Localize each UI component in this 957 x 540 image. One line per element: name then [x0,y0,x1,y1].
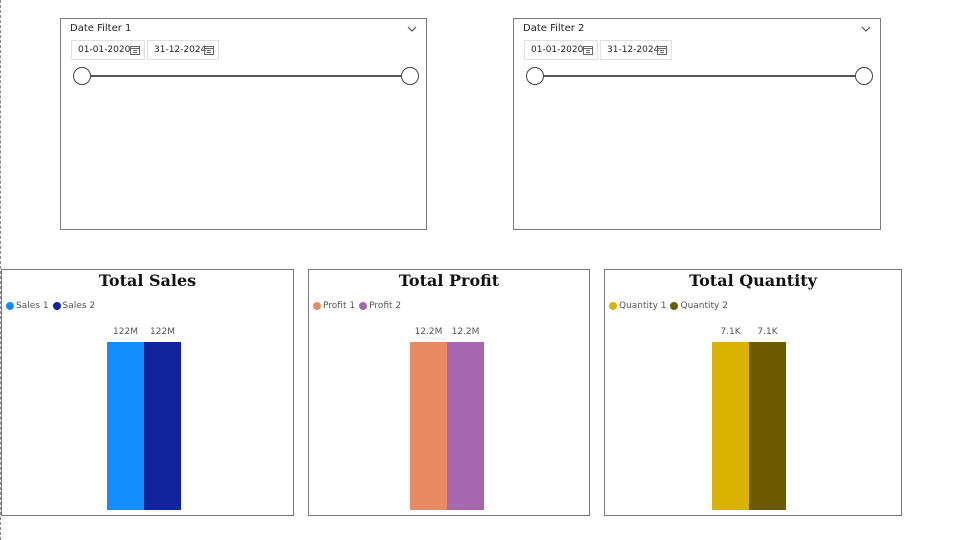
legend-dot-icon [670,302,679,310]
date-filter-2-slicer: Date Filter 2 01-01-2020 31-12-2024 [513,18,881,230]
chart-legend: Sales 1 Sales 2 [6,301,99,311]
calendar-icon[interactable] [583,45,593,55]
legend-label: Sales 1 [16,301,49,311]
data-label: 122M [113,327,138,337]
legend-label: Profit 1 [323,301,356,311]
legend-label: Sales 2 [62,301,96,311]
calendar-icon[interactable] [657,45,667,55]
range-slider-start-handle[interactable] [73,67,91,85]
legend-item-series-2[interactable]: Profit 2 [359,301,401,311]
bar-2[interactable] [144,342,181,510]
slicer-title: Date Filter 2 [523,23,585,34]
end-date-value: 31-12-2024 [154,45,207,55]
range-slider-start-handle[interactable] [526,67,544,85]
legend-label: Quantity 1 [619,301,667,311]
total-profit-chart[interactable]: Total Profit Profit 1 Profit 2 12.2M 12.2… [308,269,590,516]
chart-legend: Profit 1 Profit 2 [313,301,405,311]
legend-label: Profit 2 [369,301,402,311]
data-label: 12.2M [452,327,480,337]
chart-title: Total Sales [98,271,197,290]
start-date-value: 01-01-2020 [78,45,131,55]
bar-plot: 122M 122M [107,327,181,510]
bar-plot: 7.1K 7.1K [712,327,786,510]
legend-dot-icon [52,302,61,310]
total-quantity-chart[interactable]: Total Quantity Quantity 1 Quantity 2 7.1… [604,269,902,516]
date-filter-1-slicer: Date Filter 1 01-01-2020 31-12-2024 [60,18,427,230]
end-date-input[interactable]: 31-12-2024 [600,40,672,60]
legend-item-series-1[interactable]: Quantity 1 [609,301,666,311]
legend-dot-icon [359,302,368,310]
page-boundary [0,0,1,540]
bar-2[interactable] [749,342,786,510]
bar-plot: 12.2M 12.2M [410,327,484,510]
range-slider-track[interactable] [535,75,863,77]
end-date-value: 31-12-2024 [607,45,660,55]
chevron-down-icon[interactable] [861,25,871,33]
legend-dot-icon [6,302,14,310]
start-date-input[interactable]: 01-01-2020 [71,40,145,60]
calendar-icon[interactable] [130,45,140,55]
legend-item-series-2[interactable]: Quantity 2 [670,301,728,311]
legend-label: Quantity 2 [680,301,728,311]
range-slider-end-handle[interactable] [855,67,873,85]
end-date-input[interactable]: 31-12-2024 [147,40,219,60]
data-label: 7.1K [757,327,778,337]
data-label: 122M [150,327,175,337]
range-slider-track[interactable] [82,75,410,77]
bar-1[interactable] [410,342,447,510]
range-slider-end-handle[interactable] [401,67,419,85]
legend-dot-icon [313,302,321,310]
data-label: 12.2M [415,327,443,337]
start-date-value: 01-01-2020 [531,45,584,55]
legend-item-series-1[interactable]: Profit 1 [313,301,355,311]
calendar-icon[interactable] [204,45,214,55]
chart-legend: Quantity 1 Quantity 2 [609,301,732,311]
legend-item-series-1[interactable]: Sales 1 [6,301,49,311]
slicer-title: Date Filter 1 [70,23,132,34]
bar-1[interactable] [107,342,144,510]
chevron-down-icon[interactable] [407,25,417,33]
legend-dot-icon [609,302,617,310]
chart-title: Total Profit [398,271,500,290]
bar-2[interactable] [447,342,484,510]
data-label: 7.1K [720,327,741,337]
total-sales-chart[interactable]: Total Sales Sales 1 Sales 2 122M 122M [1,269,294,516]
legend-item-series-2[interactable]: Sales 2 [52,301,96,311]
chart-title: Total Quantity [689,271,817,290]
bar-1[interactable] [712,342,749,510]
start-date-input[interactable]: 01-01-2020 [524,40,598,60]
